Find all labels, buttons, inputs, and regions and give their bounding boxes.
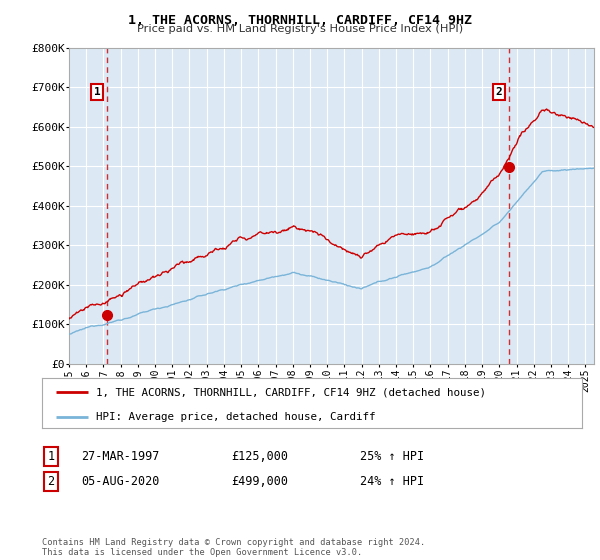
Text: £125,000: £125,000 [231,450,288,463]
Text: 1: 1 [47,450,55,463]
Text: HPI: Average price, detached house, Cardiff: HPI: Average price, detached house, Card… [96,412,376,422]
Text: 27-MAR-1997: 27-MAR-1997 [81,450,160,463]
Text: 2: 2 [47,475,55,488]
Text: Price paid vs. HM Land Registry's House Price Index (HPI): Price paid vs. HM Land Registry's House … [137,24,463,34]
Text: 05-AUG-2020: 05-AUG-2020 [81,475,160,488]
Text: Contains HM Land Registry data © Crown copyright and database right 2024.
This d: Contains HM Land Registry data © Crown c… [42,538,425,557]
Text: 1, THE ACORNS, THORNHILL, CARDIFF, CF14 9HZ: 1, THE ACORNS, THORNHILL, CARDIFF, CF14 … [128,14,472,27]
Text: 24% ↑ HPI: 24% ↑ HPI [360,475,424,488]
Text: £499,000: £499,000 [231,475,288,488]
Text: 25% ↑ HPI: 25% ↑ HPI [360,450,424,463]
Text: 1, THE ACORNS, THORNHILL, CARDIFF, CF14 9HZ (detached house): 1, THE ACORNS, THORNHILL, CARDIFF, CF14 … [96,387,486,397]
Text: 1: 1 [94,87,100,97]
Text: 2: 2 [496,87,503,97]
